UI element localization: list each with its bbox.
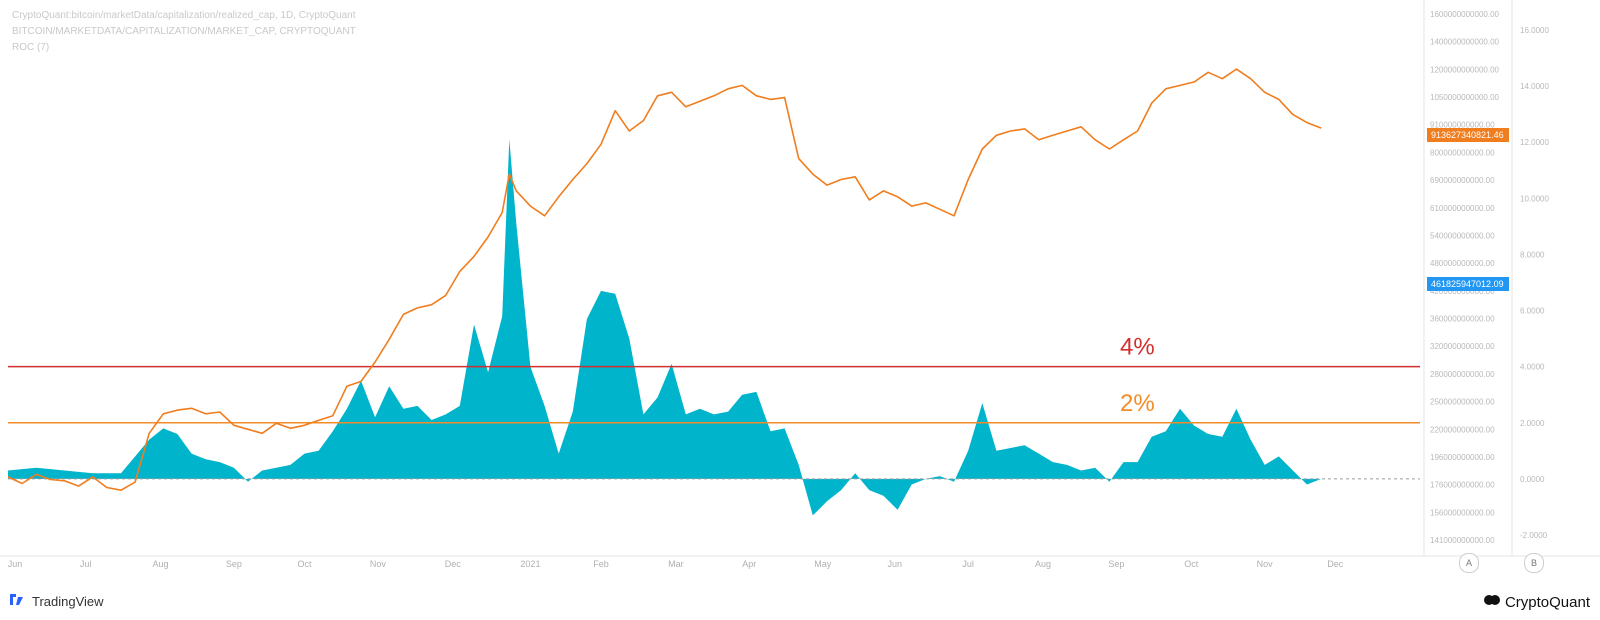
scale-a-label: A bbox=[1465, 558, 1472, 568]
x-axis-tick: Feb bbox=[593, 559, 609, 569]
price-axis-tick: 1050000000000.00 bbox=[1430, 93, 1500, 102]
x-axis-tick: Nov bbox=[370, 559, 387, 569]
market-cap-badge-text: 913627340821.46 bbox=[1431, 130, 1504, 140]
price-axis-tick: 480000000000.00 bbox=[1430, 259, 1495, 268]
price-axis-tick: 156000000000.00 bbox=[1430, 508, 1495, 517]
scale-b-button[interactable]: B bbox=[1524, 553, 1544, 573]
price-axis-tick: 610000000000.00 bbox=[1430, 204, 1495, 213]
x-axis-tick: Nov bbox=[1257, 559, 1274, 569]
price-axis-tick: 910000000000.00 bbox=[1430, 121, 1495, 130]
roc-area-series bbox=[8, 139, 1322, 516]
price-axis-tick: 1200000000000.00 bbox=[1430, 65, 1500, 74]
x-axis-tick: Mar bbox=[668, 559, 684, 569]
realized-cap-badge-text: 461825947012.09 bbox=[1431, 279, 1504, 289]
roc-axis-tick: 2.0000 bbox=[1520, 419, 1545, 428]
market-cap-line-series bbox=[7, 68, 1322, 491]
tradingview-icon bbox=[10, 594, 26, 609]
x-axis-tick: Aug bbox=[1035, 559, 1051, 569]
price-axis-tick: 196000000000.00 bbox=[1430, 453, 1495, 462]
realized-cap-badge-bg bbox=[1427, 277, 1509, 291]
x-axis-tick: Jun bbox=[8, 559, 23, 569]
x-axis-tick: Jul bbox=[962, 559, 974, 569]
price-axis-tick: 1600000000000.00 bbox=[1430, 10, 1500, 19]
roc-axis-tick: 4.0000 bbox=[1520, 363, 1545, 372]
x-axis-tick: Sep bbox=[226, 559, 242, 569]
legend-line-1: CryptoQuant:bitcoin/marketData/capitaliz… bbox=[12, 10, 356, 21]
x-axis-tick: May bbox=[814, 559, 832, 569]
cryptoquant-label: CryptoQuant bbox=[1504, 593, 1590, 611]
roc-axis-tick: 0.0000 bbox=[1520, 475, 1545, 484]
market-cap-badge-bg bbox=[1427, 128, 1509, 142]
x-axis-tick: Jun bbox=[887, 559, 902, 569]
x-axis-tick: Dec bbox=[1327, 559, 1344, 569]
price-axis-tick: 250000000000.00 bbox=[1430, 398, 1495, 407]
tradingview-label: TradingView bbox=[32, 594, 104, 609]
market-cap-badge: 913627340821.46 bbox=[1427, 128, 1509, 142]
x-axis-tick: Apr bbox=[742, 559, 756, 569]
price-axis-tick: 420000000000.00 bbox=[1430, 287, 1495, 296]
roc-axis-tick: -2.0000 bbox=[1520, 531, 1548, 540]
roc-axis-tick: 16.0000 bbox=[1520, 26, 1549, 35]
scale-a-button[interactable]: A bbox=[1459, 553, 1479, 573]
price-axis-tick: 176000000000.00 bbox=[1430, 481, 1495, 490]
x-axis-tick: Sep bbox=[1108, 559, 1124, 569]
x-axis-tick: Jul bbox=[80, 559, 92, 569]
cryptoquant-icon bbox=[1483, 593, 1500, 611]
roc-axis-tick: 10.0000 bbox=[1520, 194, 1549, 203]
price-axis-tick: 280000000000.00 bbox=[1430, 370, 1495, 379]
price-axis-tick: 320000000000.00 bbox=[1430, 342, 1495, 351]
legend-line-2: BITCOIN/MARKETDATA/CAPITALIZATION/MARKET… bbox=[12, 26, 356, 37]
roc-axis-tick: 14.0000 bbox=[1520, 82, 1549, 91]
threshold-label-4pct: 4% bbox=[1120, 334, 1155, 361]
x-axis-tick: 2021 bbox=[520, 559, 540, 569]
roc-axis-tick: 8.0000 bbox=[1520, 250, 1545, 259]
cryptoquant-brand: CryptoQuant bbox=[1483, 593, 1590, 611]
price-axis-tick: 141000000000.00 bbox=[1430, 536, 1495, 545]
tradingview-brand: TradingView bbox=[10, 594, 104, 609]
price-axis-tick: 540000000000.00 bbox=[1430, 231, 1495, 240]
price-axis-tick: 220000000000.00 bbox=[1430, 425, 1495, 434]
threshold-label-2pct: 2% bbox=[1120, 390, 1155, 417]
price-axis-tick: 360000000000.00 bbox=[1430, 315, 1495, 324]
legend-line-3: ROC (7) bbox=[12, 42, 50, 53]
roc-axis-tick: 12.0000 bbox=[1520, 138, 1549, 147]
x-axis-tick: Dec bbox=[445, 559, 462, 569]
price-axis-tick: 1400000000000.00 bbox=[1430, 38, 1500, 47]
realized-cap-badge: 461825947012.09 bbox=[1427, 277, 1509, 291]
price-axis-tick: 800000000000.00 bbox=[1430, 148, 1495, 157]
x-axis-tick: Oct bbox=[298, 559, 313, 569]
legend: CryptoQuant:bitcoin/marketData/capitaliz… bbox=[12, 8, 356, 56]
price-axis-tick: 690000000000.00 bbox=[1430, 176, 1495, 185]
x-axis-tick: Oct bbox=[1184, 559, 1199, 569]
roc-axis-tick: 6.0000 bbox=[1520, 307, 1545, 316]
scale-b-label: B bbox=[1530, 558, 1537, 568]
x-axis-tick: Aug bbox=[152, 559, 168, 569]
